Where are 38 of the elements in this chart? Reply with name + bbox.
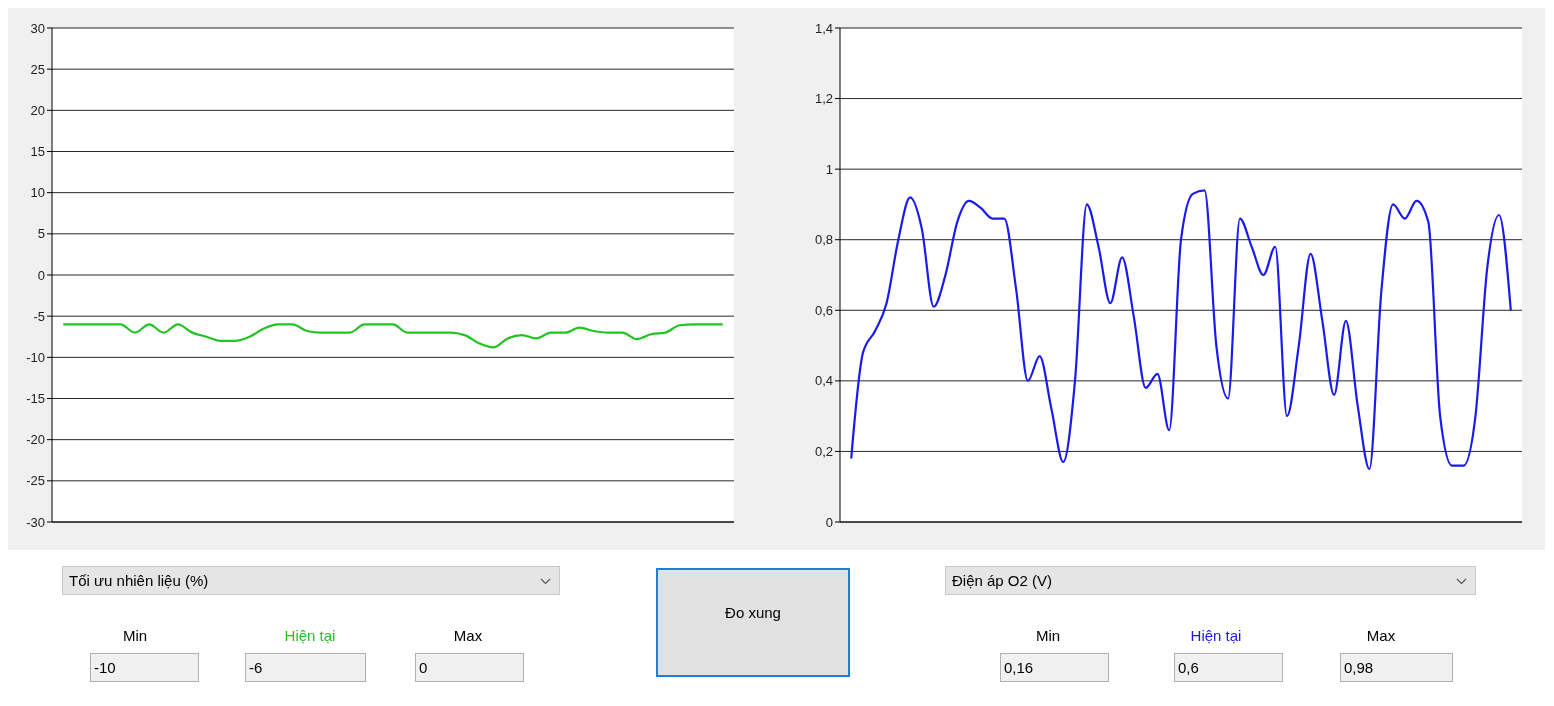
text: Hiện tại bbox=[1189, 627, 1243, 644]
text: Min bbox=[121, 627, 149, 644]
y-tick-label: -25 bbox=[26, 473, 45, 489]
button: Đo xung bbox=[656, 568, 850, 677]
text-field: 0 bbox=[415, 653, 524, 682]
y-tick-label: -30 bbox=[26, 514, 45, 530]
text: Max bbox=[452, 627, 484, 644]
line-series bbox=[850, 189, 1512, 471]
text-field: -6 bbox=[245, 653, 366, 682]
y-tick-label: 0,2 bbox=[814, 444, 833, 460]
dropdown: Điện áp O2 (V) bbox=[945, 566, 1476, 595]
y-tick-label: 0 bbox=[825, 514, 833, 530]
text-field: 0,6 bbox=[1174, 653, 1283, 682]
y-tick-label: -15 bbox=[26, 391, 45, 407]
y-tick-label: 0 bbox=[37, 267, 45, 283]
dropdown: Tối ưu nhiên liệu (%) bbox=[62, 566, 560, 595]
line-series bbox=[62, 323, 724, 349]
y-tick-label: 25 bbox=[30, 61, 45, 77]
text: Min bbox=[1034, 627, 1062, 644]
y-tick-label: 5 bbox=[37, 226, 45, 242]
y-tick-label: 0,8 bbox=[814, 232, 833, 248]
y-tick-label: 20 bbox=[30, 102, 45, 118]
y-tick-label: -10 bbox=[26, 349, 45, 365]
y-tick-label: -20 bbox=[26, 432, 45, 448]
text-field: 0,98 bbox=[1340, 653, 1453, 682]
y-tick-label: 0,6 bbox=[814, 302, 833, 318]
y-tick-label: 1 bbox=[825, 161, 833, 177]
y-tick-label: 15 bbox=[30, 144, 45, 160]
text: Max bbox=[1365, 627, 1397, 644]
text: Hiện tại bbox=[283, 627, 337, 644]
text-field: -10 bbox=[90, 653, 199, 682]
y-tick-label: 10 bbox=[30, 185, 45, 201]
y-tick-label: 1,4 bbox=[814, 20, 833, 36]
text-field: 0,16 bbox=[1000, 653, 1109, 682]
y-tick-label: -5 bbox=[33, 308, 45, 324]
y-tick-label: 1,2 bbox=[814, 91, 833, 107]
y-tick-label: 0,4 bbox=[814, 373, 833, 389]
y-tick-label: 30 bbox=[30, 20, 45, 36]
